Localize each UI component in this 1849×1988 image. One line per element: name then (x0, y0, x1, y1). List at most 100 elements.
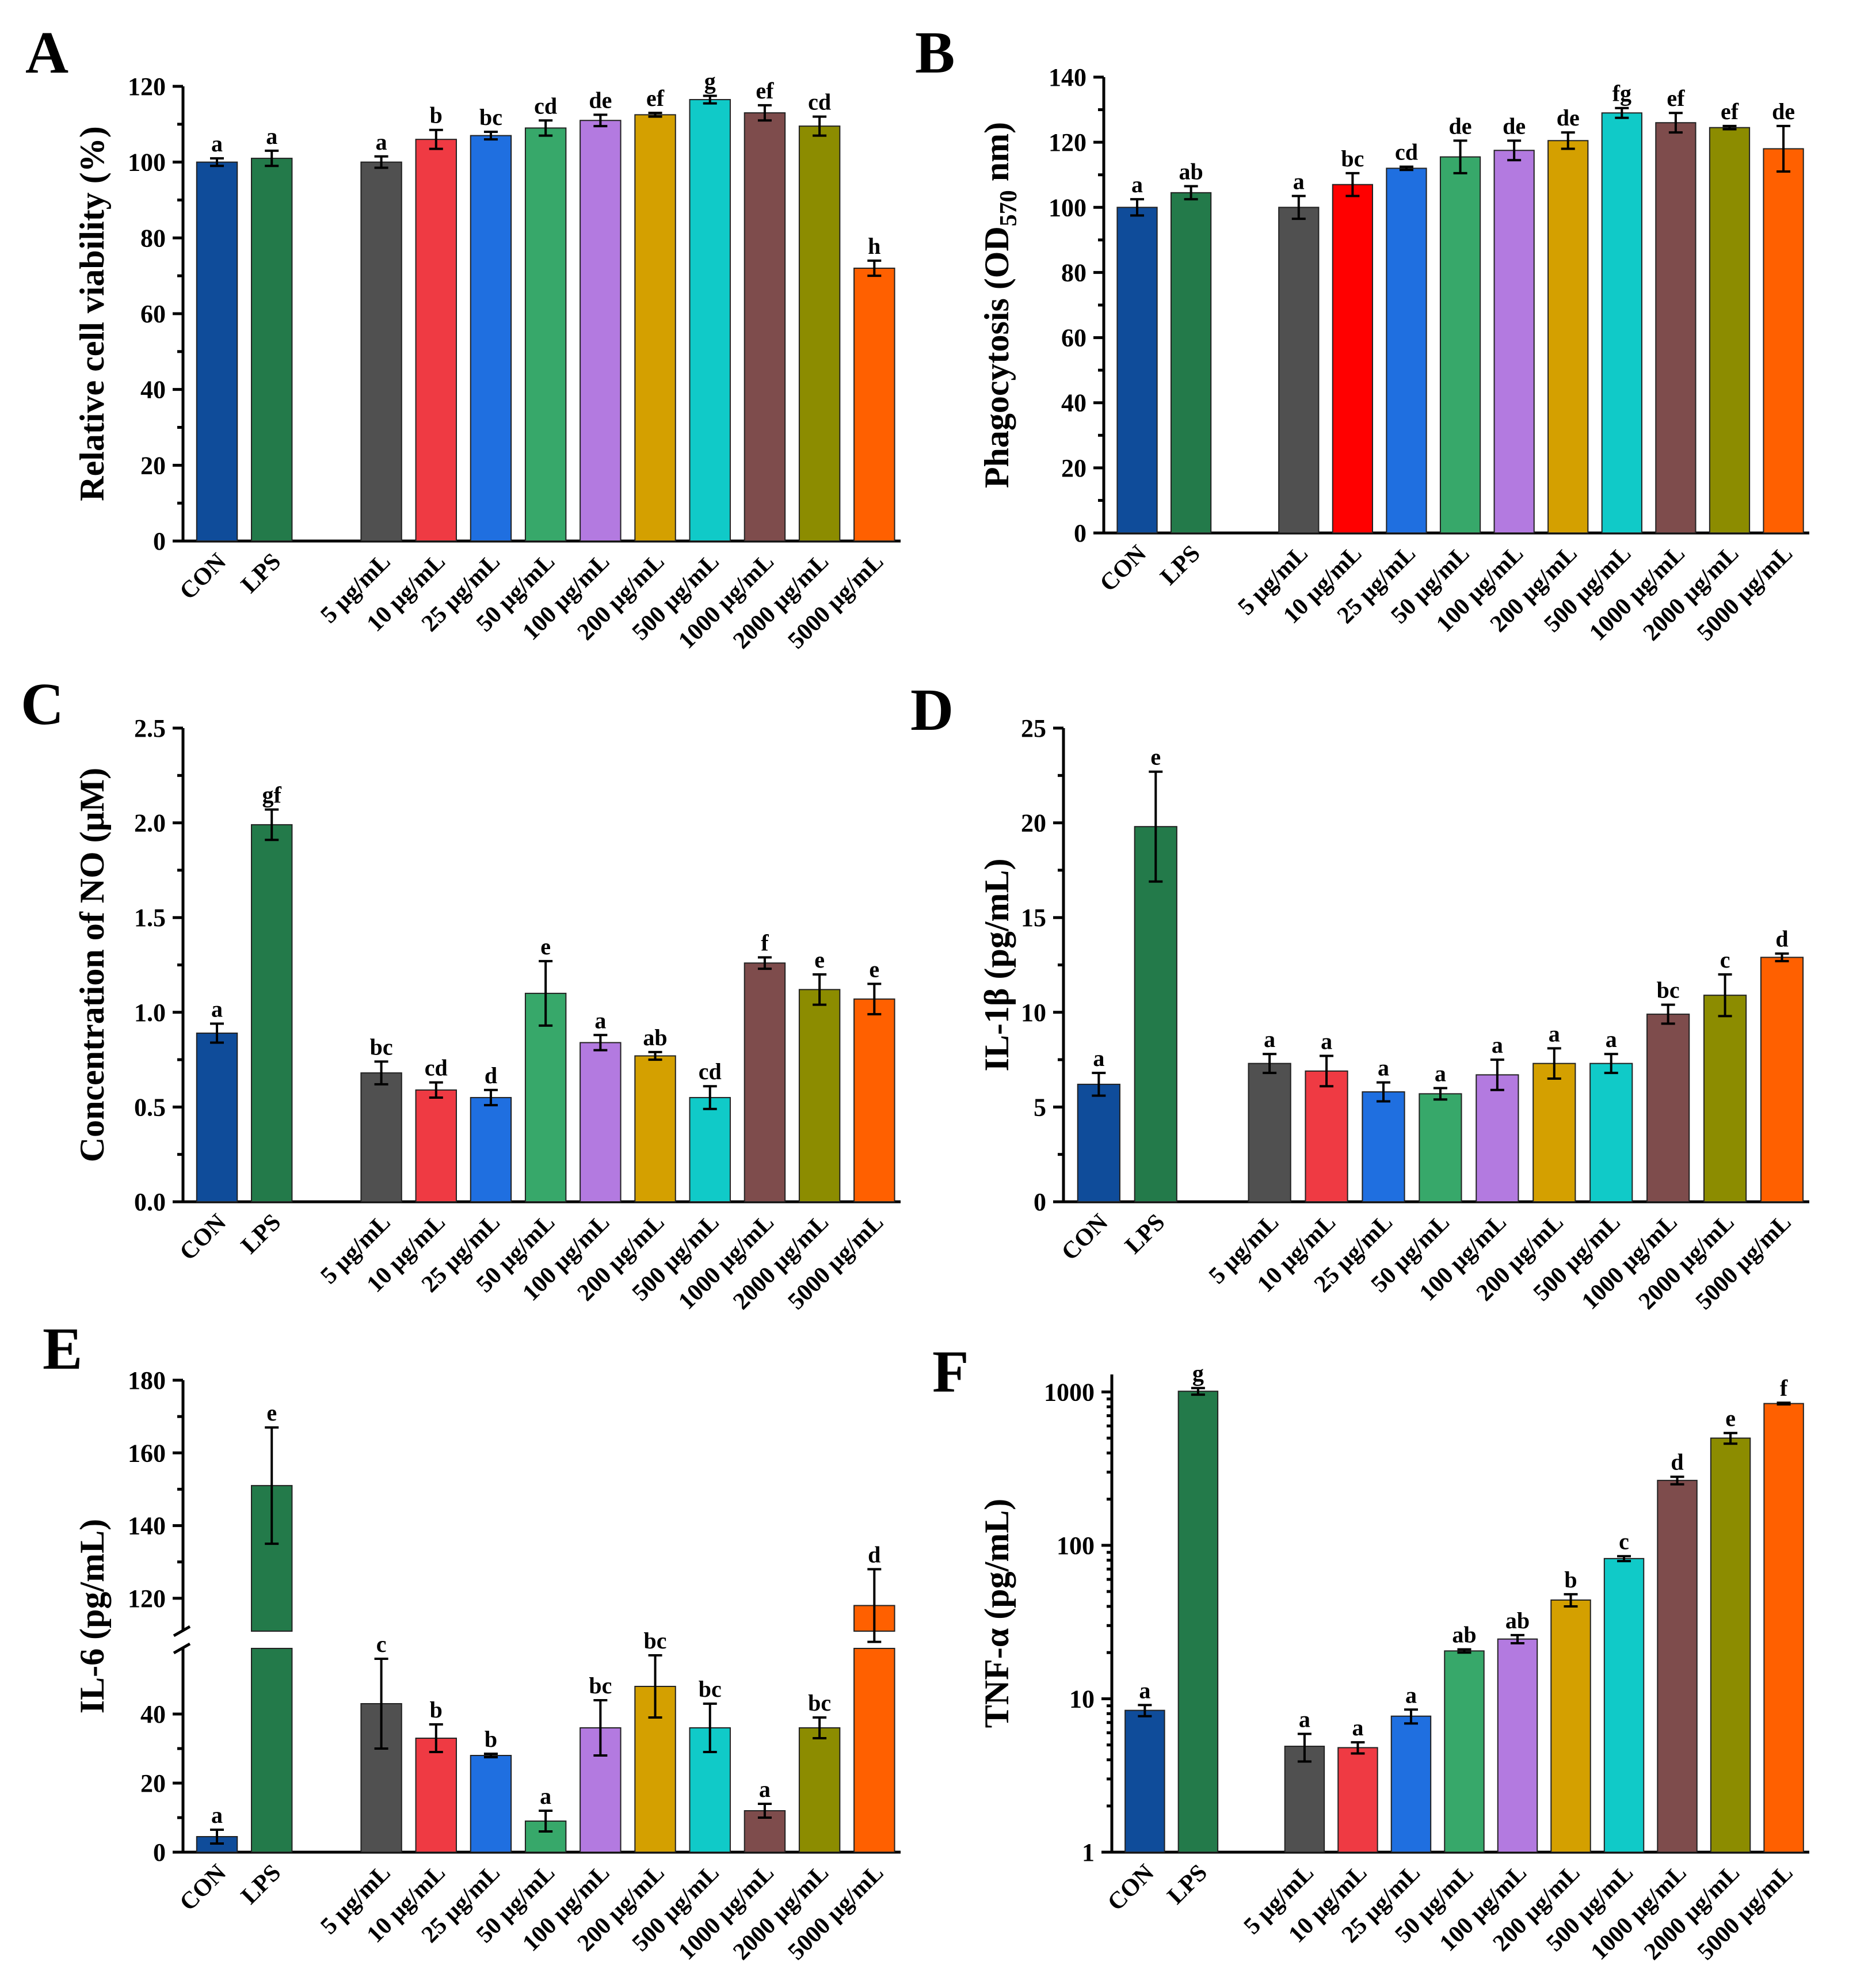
bar-6 (524, 127, 567, 542)
bar-3 (360, 1072, 402, 1203)
bar-2 (1170, 192, 1212, 534)
significance-letter: bc (808, 1690, 831, 1716)
significance-letter: f (1780, 1375, 1788, 1401)
error-bar (1724, 1431, 1738, 1445)
significance-letter: cd (534, 93, 557, 119)
significance-letter: b (1564, 1567, 1577, 1593)
error-bar (1263, 1053, 1277, 1075)
error-bar (1661, 1003, 1675, 1025)
category-label: CON (175, 1860, 232, 1917)
panel-label-a: A (25, 20, 68, 86)
bar-1 (1116, 207, 1158, 534)
bar-12 (1760, 957, 1804, 1203)
significance-letter: a (211, 131, 223, 157)
significance-letter: a (376, 129, 387, 155)
y-tick-label: 100 (128, 148, 166, 177)
y-tick-label: 160 (128, 1439, 166, 1467)
y-tick-label: 100 (1057, 1532, 1095, 1560)
panel-label-b: B (915, 20, 955, 86)
significance-letter: a (540, 1783, 551, 1809)
error-bar (210, 1022, 224, 1044)
significance-letter: ab (1505, 1608, 1530, 1633)
error-bar (1776, 1401, 1791, 1406)
y-tick-label: 0 (1034, 1188, 1046, 1216)
axis-break-mark (173, 1625, 191, 1637)
bar-8 (634, 114, 676, 542)
bar-1 (1124, 1709, 1165, 1853)
bar-7 (580, 120, 622, 542)
significance-letter: b (430, 1697, 443, 1723)
y-tick-label: 0 (153, 1838, 166, 1867)
error-bar (867, 259, 882, 277)
significance-letter: a (1352, 1715, 1363, 1741)
bar-7 (1476, 1074, 1519, 1203)
bar-9 (689, 1096, 731, 1202)
y-tick-label: 1000 (1044, 1378, 1095, 1406)
bar-11 (798, 125, 841, 542)
bar-8 (1550, 1599, 1591, 1853)
error-bar (813, 115, 827, 137)
significance-letter: a (1405, 1682, 1417, 1708)
y-tick-label: 80 (140, 224, 166, 252)
bar-11 (798, 989, 841, 1203)
error-bar (1404, 1708, 1418, 1725)
significance-letter: bc (1341, 146, 1364, 172)
significance-letter: a (1139, 1677, 1150, 1703)
bar-2 (250, 158, 293, 542)
bar-10 (744, 962, 786, 1202)
category-label: CON (1095, 540, 1152, 597)
error-bar (1670, 1475, 1684, 1486)
panel-e: E 0 20 40 120 140 160 180 IL-6 (pg/mL) a CON e LPS c… (43, 1316, 901, 1965)
significance-letter: de (1772, 98, 1795, 124)
significance-letter: a (759, 1776, 771, 1802)
significance-letter: g (704, 68, 716, 94)
error-bar (1668, 112, 1683, 134)
bar-4 (415, 1089, 458, 1202)
significance-letter: g (1192, 1361, 1204, 1387)
error-bar (648, 1654, 662, 1719)
error-bar (703, 1703, 717, 1753)
bar-2 (1134, 826, 1177, 1202)
significance-letter: c (1619, 1529, 1629, 1555)
category-label: LPS (1120, 1209, 1170, 1259)
y-tick-label: 140 (1049, 63, 1086, 92)
y-axis-label: Relative cell viability (%) (73, 126, 111, 501)
error-bar (593, 1034, 608, 1052)
panel-c: C 0.0 0.5 1.0 1.5 2.0 2.5 Concentration of NO … (21, 671, 901, 1315)
bar-lower-2 (250, 1648, 293, 1853)
y-tick-label: 140 (128, 1512, 166, 1540)
bar-5 (470, 1096, 512, 1202)
bar-4 (415, 139, 458, 542)
error-bar (374, 1060, 388, 1086)
error-bar (539, 959, 553, 1027)
significance-letter: e (266, 1400, 277, 1426)
bar-7 (1493, 150, 1535, 534)
y-tick-label: 20 (140, 451, 166, 479)
category-label: CON (175, 549, 232, 605)
significance-letter: bc (589, 1673, 612, 1698)
y-axis-label: Phagocytosis (OD570 nm) (978, 122, 1022, 488)
category-label: LPS (1156, 540, 1206, 591)
error-bar (210, 1829, 224, 1845)
significance-letter: a (211, 1802, 223, 1828)
category-label: CON (1057, 1209, 1114, 1266)
y-tick-label: 60 (1061, 324, 1086, 352)
error-bar (1718, 973, 1732, 1018)
bar-lower-12 (853, 1648, 895, 1853)
significance-letter: a (1131, 172, 1143, 197)
y-tick-label: 100 (1049, 193, 1086, 222)
y-tick-label: 20 (1061, 454, 1086, 482)
significance-letter: a (1435, 1060, 1446, 1086)
error-bar (1184, 185, 1198, 201)
error-bar (1345, 172, 1360, 197)
y-axis-label: IL-1β (pg/mL) (978, 859, 1016, 1072)
error-bar (483, 131, 498, 141)
y-tick-label: 25 (1021, 714, 1046, 742)
y-tick-label: 80 (1061, 258, 1086, 287)
significance-letter: e (1725, 1406, 1736, 1431)
error-bar (648, 112, 662, 118)
error-bar (757, 956, 772, 970)
bar-2 (1177, 1391, 1219, 1853)
panel-label-e: E (43, 1316, 82, 1382)
